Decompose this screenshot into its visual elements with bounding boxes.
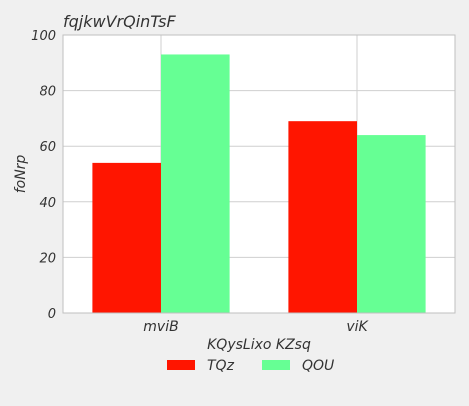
x-axis-label: KQysLixo KZsq <box>207 337 311 353</box>
y-tick-label: 40 <box>39 196 56 211</box>
y-tick-label: 0 <box>48 307 56 322</box>
legend-swatch-TQz <box>167 360 195 370</box>
legend-label-QOU: QOU <box>302 358 334 374</box>
y-tick-label: 100 <box>31 29 56 44</box>
plot-area-frame <box>62 34 456 314</box>
tick-labels: 0 20 40 60 80 100 mviB viK <box>31 29 369 335</box>
x-tick-label: viK <box>346 319 369 335</box>
y-axis-label: foNrp <box>13 155 29 194</box>
bars <box>92 54 426 314</box>
bar-TQz-mviB <box>92 162 161 313</box>
bar-QOU-viK <box>357 135 426 313</box>
chart-title: fqjkwVrQinTsF <box>63 12 177 31</box>
legend: TQz QOU <box>167 358 334 374</box>
bar-TQz-viK <box>288 121 357 314</box>
y-tick-label: 80 <box>39 85 56 100</box>
legend-label-TQz: TQz <box>207 358 235 374</box>
y-tick-label: 20 <box>39 251 56 266</box>
y-tick-label: 60 <box>39 140 56 155</box>
bar-QOU-mviB <box>161 54 230 314</box>
legend-swatch-QOU <box>262 360 290 370</box>
x-tick-label: mviB <box>143 319 178 335</box>
